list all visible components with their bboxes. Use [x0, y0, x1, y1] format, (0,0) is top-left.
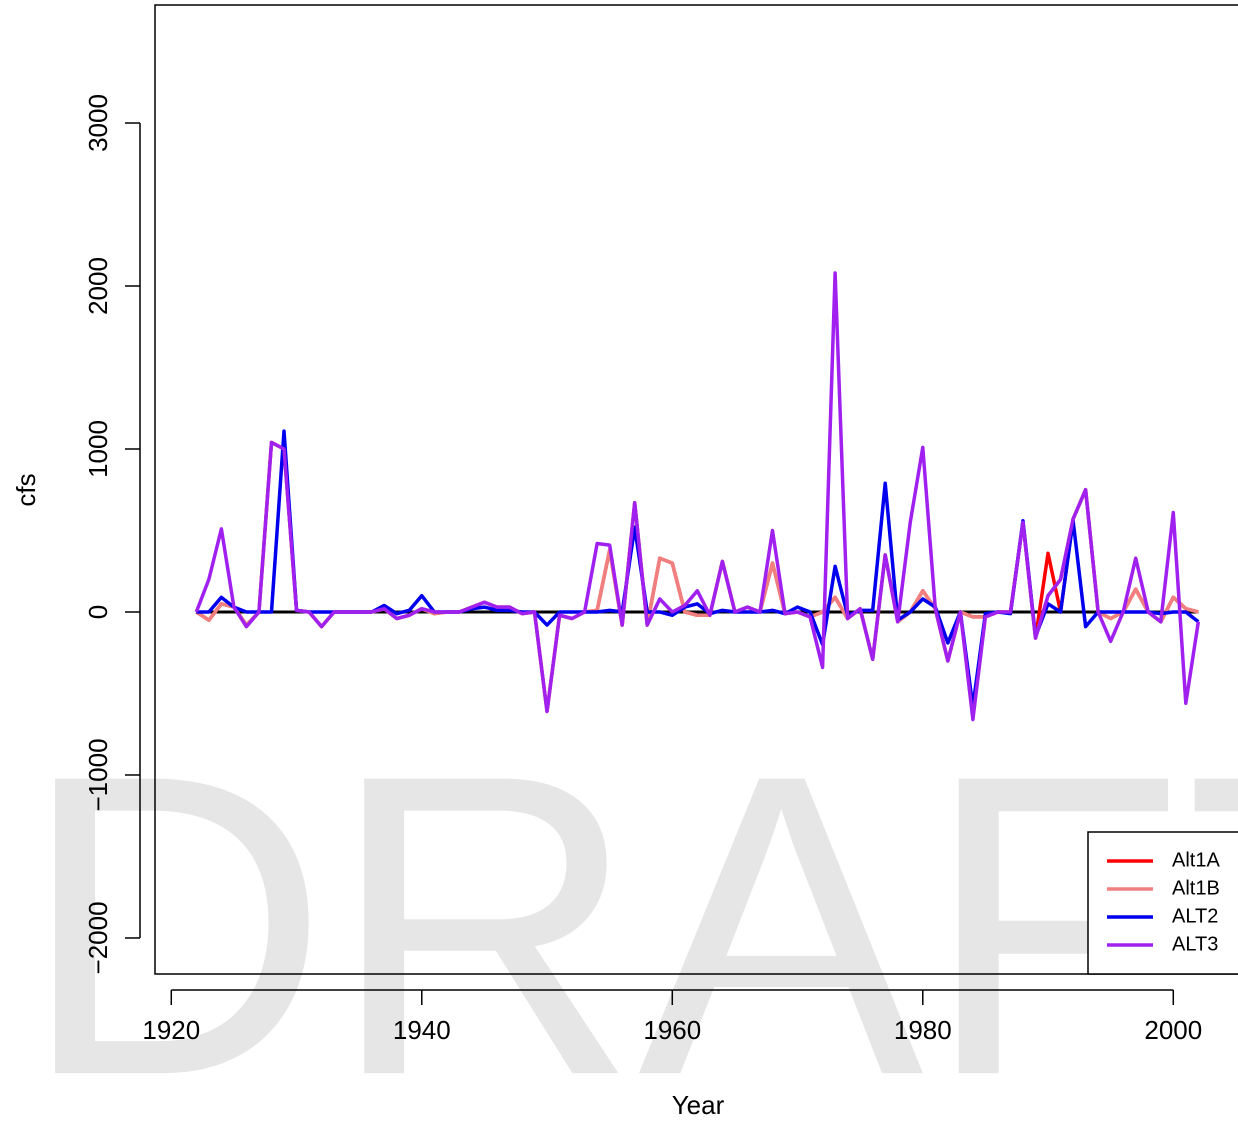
series-line — [195, 440, 1199, 714]
x-tick-label: 2000 — [1144, 1015, 1202, 1045]
x-axis-label: Year — [672, 1090, 725, 1120]
y-tick-label: −2000 — [83, 901, 113, 974]
y-tick-label: −1000 — [83, 738, 113, 811]
series-line — [195, 440, 1199, 714]
legend-label: ALT3 — [1172, 933, 1218, 955]
x-tick-label: 1920 — [142, 1015, 200, 1045]
y-tick-label: 1000 — [83, 420, 113, 478]
x-tick-label: 1940 — [393, 1015, 451, 1045]
series-line — [196, 429, 1200, 709]
y-tick-label: 3000 — [83, 94, 113, 152]
axes: −2000 −1000 0 1000 2000 3000 1920 1940 1960 1980 2… — [83, 94, 1202, 1045]
legend-box — [1087, 831, 1238, 975]
plot-frame — [154, 4, 1238, 975]
y-axis-label: cfs — [11, 473, 41, 506]
x-tick-label: 1960 — [643, 1015, 701, 1045]
y-tick-label: 0 — [83, 605, 113, 619]
x-tick-label: 1980 — [894, 1015, 952, 1045]
y-tick-label: 2000 — [83, 257, 113, 315]
legend-label: Alt1A — [1172, 849, 1220, 871]
plot-area — [194, 271, 1201, 722]
series-line — [194, 271, 1201, 722]
legend: Alt1A Alt1B ALT2 ALT3 — [1087, 831, 1238, 975]
watermark: DRAFT — [20, 686, 1238, 1124]
watermark-layer: DRAFT — [20, 686, 1238, 1124]
legend-label: ALT2 — [1172, 905, 1218, 927]
legend-label: Alt1B — [1172, 877, 1220, 899]
